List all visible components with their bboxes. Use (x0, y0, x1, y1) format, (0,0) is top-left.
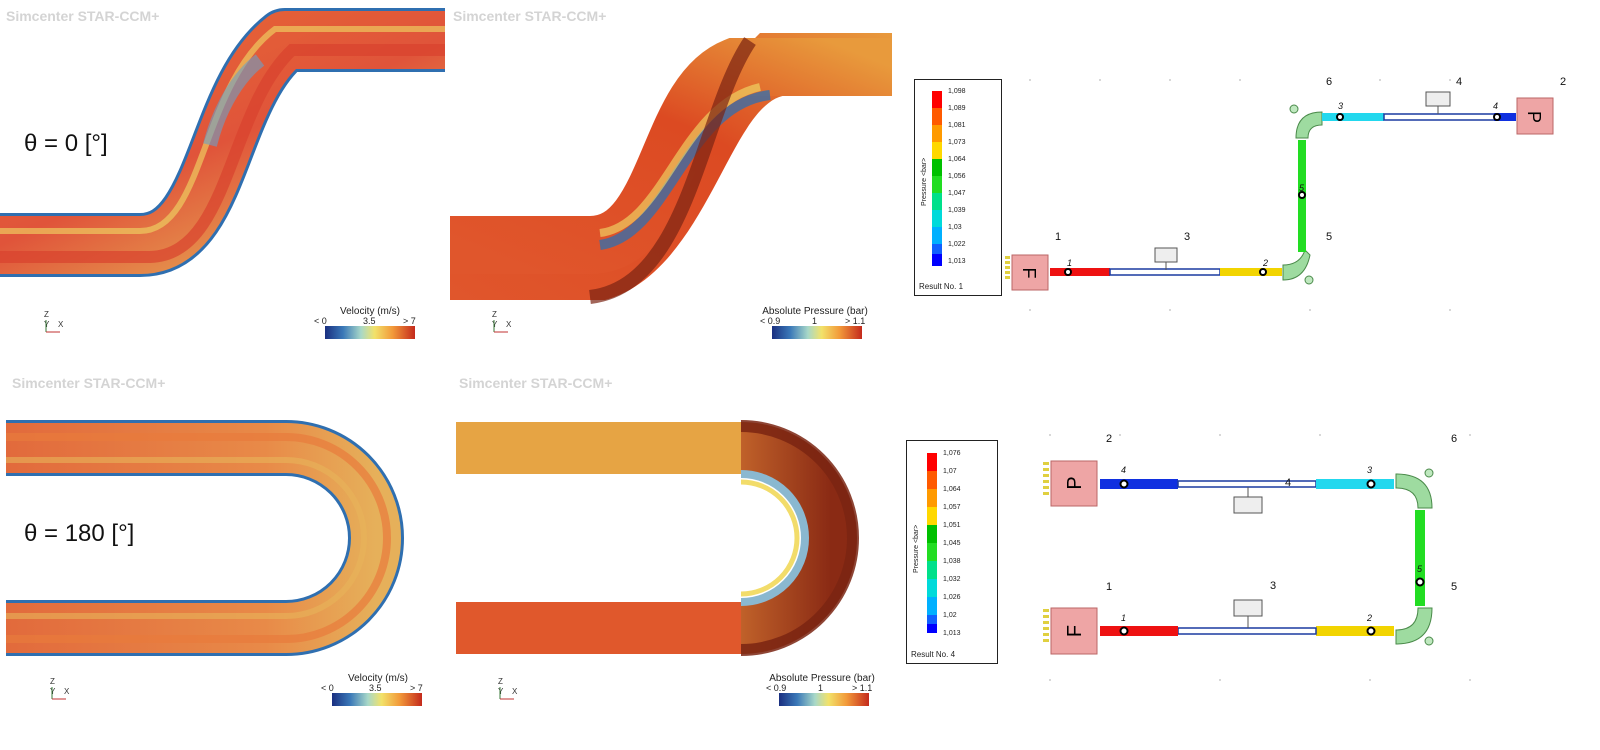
legend-scale (927, 453, 937, 633)
velocity-tick: < 0 (314, 316, 327, 326)
pipe-label: 5 (1299, 183, 1305, 193)
velocity-field-s-pipe (0, 8, 445, 277)
pressure-tick: 1 (818, 683, 824, 693)
pressure-tick: > 1.1 (852, 683, 873, 693)
node-label: 3 (1184, 231, 1191, 243)
pressure-tick: < 0.9 (760, 316, 781, 326)
pressure-tick: 1 (812, 316, 818, 326)
velocity-tick: 3.5 (369, 683, 382, 693)
node-label: 5 (1451, 581, 1458, 593)
pipe-label: 2 (1263, 258, 1269, 268)
pipe-label: 5 (1417, 564, 1423, 574)
node-label: 6 (1326, 76, 1333, 88)
velocity-tick: < 0 (321, 683, 334, 693)
pressure-bar-title: Absolute Pressure (bar) (762, 306, 868, 317)
velocity-colorbar (332, 693, 422, 706)
svg-text:F: F (1064, 625, 1086, 637)
node-label: 5 (1326, 231, 1333, 243)
velocity-colorbar (325, 326, 415, 339)
pressure-colorbar (772, 326, 862, 339)
velocity-field-u-pipe (6, 420, 404, 656)
watermark: Simcenter STAR-CCM+ (459, 375, 613, 391)
angle-label: θ = 0 [°] (24, 130, 108, 157)
node-label: 4 (1285, 477, 1292, 489)
velocity-tick: 3.5 (363, 316, 376, 326)
pressure-legend: Pressure <bar> 1,098 1,089 1,081 1,073 1… (914, 79, 1002, 296)
pipe-label: 4 (1121, 465, 1127, 475)
pressure-legend: Pressure <bar> 1,076 1,07 1,064 1,057 1,… (906, 440, 998, 664)
pressure-field-u-pipe (456, 420, 859, 656)
pressure-field-s-pipe (450, 33, 892, 304)
velocity-bar-title: Velocity (m/s) (339, 306, 400, 317)
pipe-label: 3 (1367, 465, 1373, 475)
node-label: 1 (1106, 581, 1113, 593)
velocity-bar-title: Velocity (m/s) (347, 673, 408, 684)
velocity-tick: > 7 (403, 316, 416, 326)
legend-scale (932, 91, 942, 266)
pipe-label: 2 (1367, 613, 1373, 623)
svg-text:F: F (1019, 268, 1039, 279)
svg-text:P: P (1524, 111, 1544, 123)
node-label: 6 (1451, 433, 1458, 445)
pressure-tick: < 0.9 (766, 683, 787, 693)
pressure-bar-title: Absolute Pressure (bar) (769, 673, 875, 684)
node-label: 2 (1106, 433, 1113, 445)
pipe-label: 3 (1338, 101, 1344, 111)
node-label: 1 (1055, 231, 1062, 243)
watermark: Simcenter STAR-CCM+ (6, 8, 160, 24)
node-label: 3 (1270, 580, 1277, 592)
node-label: 2 (1560, 76, 1567, 88)
pipe-label: 1 (1121, 613, 1127, 623)
angle-label: θ = 180 [°] (24, 520, 135, 547)
pressure-tick: > 1.1 (845, 316, 866, 326)
svg-text:P: P (1064, 476, 1086, 489)
node-label: 4 (1456, 76, 1463, 88)
pipe-network-2: P F (1043, 434, 1471, 681)
velocity-tick: > 7 (410, 683, 423, 693)
pipe-network-1: F P (1005, 79, 1554, 311)
pipe-label: 4 (1493, 101, 1499, 111)
watermark: Simcenter STAR-CCM+ (453, 8, 607, 24)
pipe-label: 1 (1067, 258, 1073, 268)
pressure-colorbar (779, 693, 869, 706)
watermark: Simcenter STAR-CCM+ (12, 375, 166, 391)
